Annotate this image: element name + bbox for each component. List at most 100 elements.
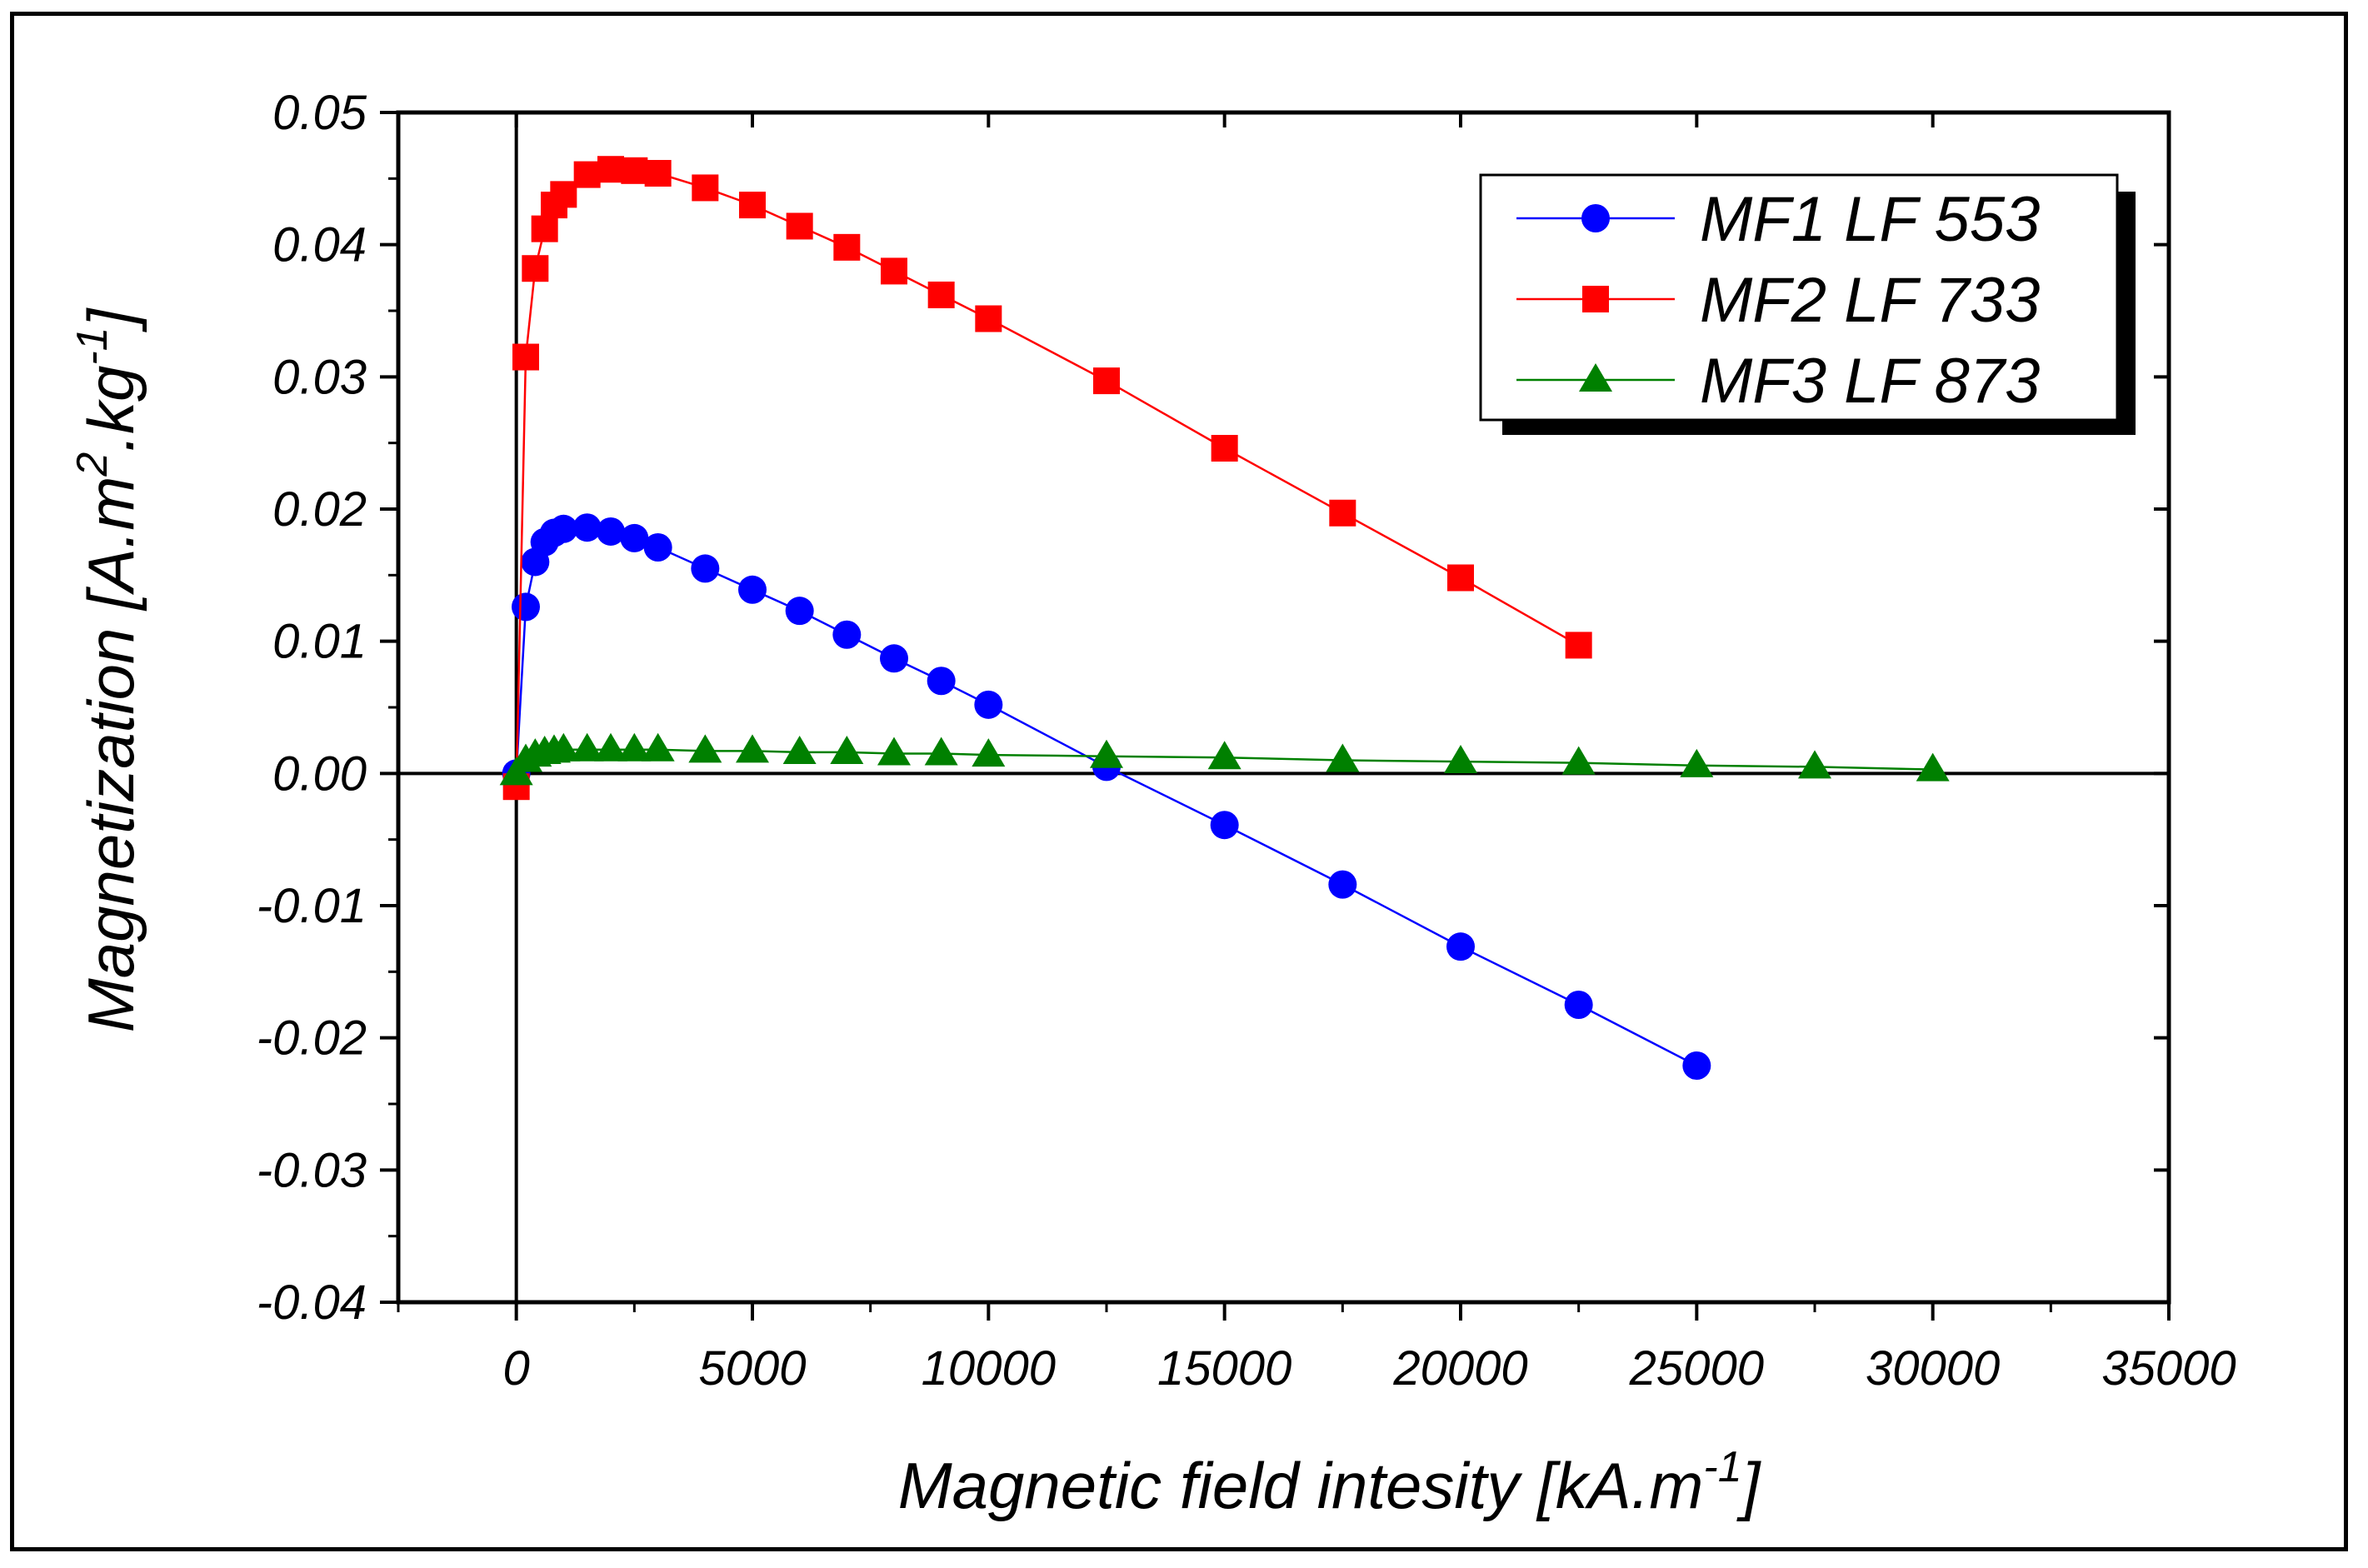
data-point	[620, 523, 649, 552]
data-point	[570, 732, 604, 762]
data-point	[786, 212, 813, 240]
data-point	[785, 597, 814, 626]
data-point	[736, 734, 769, 763]
data-point	[881, 257, 907, 285]
data-point	[597, 156, 624, 183]
data-point	[643, 533, 672, 562]
data-point	[924, 737, 958, 766]
data-point	[512, 343, 539, 371]
data-point	[644, 159, 672, 187]
y-tick-label: 0.00	[272, 747, 367, 801]
data-point	[739, 192, 766, 219]
data-point	[1210, 811, 1239, 840]
data-point	[692, 174, 719, 202]
y-axis-title-part: Magnetization [A.m	[74, 477, 147, 1033]
data-point	[572, 513, 602, 542]
data-point	[1326, 743, 1360, 772]
x-tick-label: 0	[503, 1341, 530, 1396]
y-tick-label: 0.01	[272, 615, 367, 669]
y-tick-label: 0.03	[272, 350, 367, 404]
x-tick-label: 30000	[1866, 1341, 2000, 1396]
data-point	[1916, 752, 1950, 782]
data-point	[1798, 750, 1831, 779]
series-2	[502, 156, 1592, 801]
data-point	[830, 735, 864, 764]
data-point	[1328, 870, 1357, 899]
legend-label: MF1 LF 553	[1700, 184, 2040, 255]
y-tick-label: -0.01	[257, 879, 367, 933]
data-point	[1211, 435, 1238, 462]
data-point	[1564, 991, 1593, 1019]
data-point	[833, 233, 861, 261]
data-point	[1093, 367, 1120, 395]
data-point	[617, 732, 652, 762]
x-tick-label: 20000	[1392, 1341, 1527, 1396]
legend: MF1 LF 553 MF2 LF 733 MF3 LF 873	[1479, 173, 2136, 435]
y-axis-title: Magnetization [A.m2.kg-1]	[68, 307, 147, 1032]
data-point	[641, 732, 675, 762]
y-tick-label: -0.04	[257, 1276, 367, 1330]
data-point	[522, 255, 549, 282]
data-point	[512, 592, 540, 622]
data-point	[1446, 932, 1475, 961]
y-axis-title-part: .kg	[74, 366, 147, 452]
data-point	[782, 735, 817, 764]
data-point	[1329, 499, 1356, 527]
y-axis-title-superscript: 2	[68, 452, 117, 477]
x-tick-label: 5000	[698, 1341, 806, 1396]
data-point	[1680, 748, 1714, 777]
series-3	[499, 732, 1950, 786]
data-point	[832, 620, 862, 649]
series-1	[502, 513, 1711, 1080]
x-tick-label: 35000	[2101, 1341, 2236, 1396]
y-tick-label: 0.05	[272, 86, 367, 140]
y-axis-ticks: 0.05 0.04 0.03 0.02 0.01 0.00 -0.01 -0.02 -0.03 -…	[257, 86, 2169, 1330]
data-point	[597, 517, 625, 546]
data-point	[927, 667, 956, 696]
legend-label: MF2 LF 733	[1700, 265, 2040, 336]
series-line	[515, 167, 1580, 787]
y-axis-title-superscript: -1	[68, 327, 117, 365]
data-point	[550, 181, 577, 208]
data-point	[927, 281, 955, 308]
x-axis-ticks: 0 5000 10000 15000 20000 25000 30000 35000	[397, 112, 2236, 1396]
y-tick-label: -0.03	[257, 1143, 367, 1197]
data-point	[880, 644, 908, 673]
data-point	[1561, 746, 1596, 775]
data-point	[547, 732, 581, 762]
x-tick-label: 25000	[1629, 1341, 1764, 1396]
y-tick-label: -0.02	[257, 1011, 367, 1066]
data-point	[974, 690, 1003, 719]
x-tick-label: 10000	[922, 1341, 1056, 1396]
y-tick-label: 0.04	[272, 218, 367, 272]
data-point	[972, 738, 1006, 767]
figure-frame	[10, 12, 2348, 1551]
legend-marker	[1582, 286, 1609, 312]
y-tick-label: 0.02	[272, 482, 367, 537]
legend-marker	[1581, 204, 1610, 232]
data-point	[573, 161, 601, 188]
data-point	[1447, 564, 1474, 592]
data-point	[1090, 739, 1123, 768]
data-point	[738, 575, 767, 604]
legend-label: MF3 LF 873	[1700, 346, 2040, 417]
data-point	[549, 514, 578, 543]
data-point	[1444, 745, 1477, 774]
data-point	[877, 737, 911, 766]
data-point	[1565, 632, 1592, 659]
series-line	[515, 526, 1697, 1067]
data-point	[688, 734, 722, 763]
x-axis-title-main: Magnetic field intesity [kA.m	[898, 1449, 1704, 1522]
data-point	[1207, 741, 1241, 770]
x-axis-title-superscript: -1	[1703, 1443, 1741, 1491]
legend-marker	[1579, 363, 1612, 392]
data-point	[975, 305, 1002, 332]
data-point	[691, 554, 720, 583]
data-point	[1682, 1051, 1711, 1080]
series-layer	[499, 156, 1950, 1080]
data-point	[531, 215, 558, 242]
data-point	[621, 157, 648, 184]
x-tick-label: 15000	[1157, 1341, 1291, 1396]
data-point	[594, 732, 627, 762]
